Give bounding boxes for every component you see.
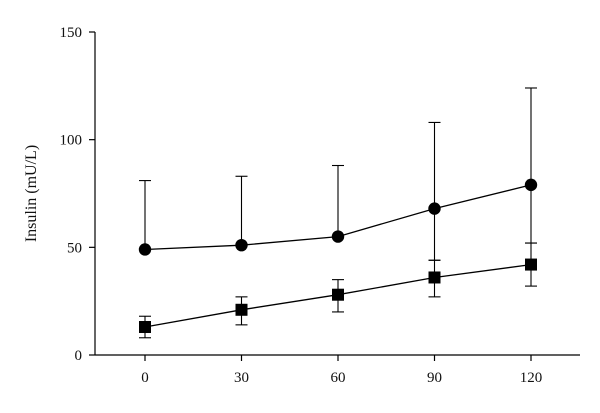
data-point-square [235,303,248,316]
data-point-circle [138,243,152,256]
x-tick-label: 90 [427,370,442,386]
x-axis-ticks: 0 30 60 90 120 [141,355,542,386]
data-point-square [428,271,441,284]
y-tick-label: 0 [75,348,83,364]
x-tick-label: 120 [520,370,543,386]
y-tick-label: 150 [60,25,83,41]
series-2 [139,242,537,339]
x-tick-label: 0 [141,370,149,386]
y-axis-ticks: 0 50 100 150 [60,25,95,364]
data-point-square [525,258,537,271]
data-point-circle [331,230,345,243]
data-point-square [332,288,344,301]
x-tick-label: 30 [234,370,249,386]
series-1 [138,87,538,261]
y-tick-label: 100 [60,133,83,149]
y-axis-title: Insulin (mU/L) [23,145,40,242]
data-point-circle [524,178,538,192]
data-point-circle [428,202,441,215]
data-point-circle [235,238,248,252]
y-tick-label: 50 [67,240,82,256]
x-tick-label: 60 [331,370,346,386]
plot-area [138,87,538,339]
data-point-square [139,321,151,334]
